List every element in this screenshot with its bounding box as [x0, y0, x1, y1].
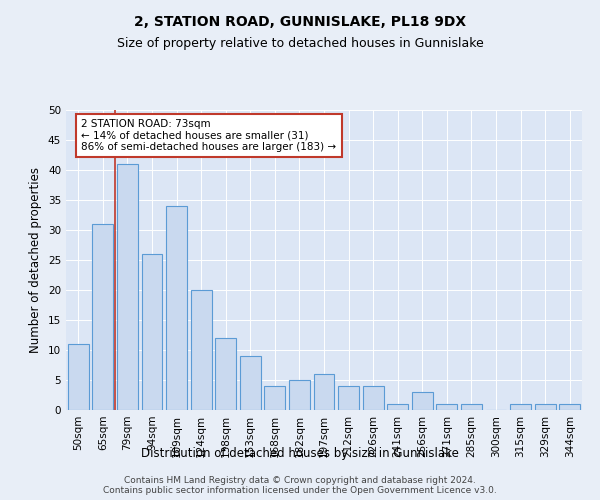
Bar	[510, 404, 531, 410]
Bar	[289, 380, 310, 410]
Bar	[215, 338, 236, 410]
Text: 2 STATION ROAD: 73sqm
← 14% of detached houses are smaller (31)
86% of semi-deta: 2 STATION ROAD: 73sqm ← 14% of detached …	[82, 119, 337, 152]
Bar	[387, 404, 408, 410]
Text: 2, STATION ROAD, GUNNISLAKE, PL18 9DX: 2, STATION ROAD, GUNNISLAKE, PL18 9DX	[134, 15, 466, 29]
Bar	[436, 404, 457, 410]
Bar	[117, 164, 138, 410]
Bar	[314, 374, 334, 410]
Bar	[535, 404, 556, 410]
Bar	[559, 404, 580, 410]
Bar	[461, 404, 482, 410]
Bar	[142, 254, 163, 410]
Bar	[68, 344, 89, 410]
Bar	[338, 386, 359, 410]
Bar	[362, 386, 383, 410]
Text: Contains HM Land Registry data © Crown copyright and database right 2024.
Contai: Contains HM Land Registry data © Crown c…	[103, 476, 497, 495]
Bar	[265, 386, 286, 410]
Bar	[92, 224, 113, 410]
Bar	[412, 392, 433, 410]
Text: Distribution of detached houses by size in Gunnislake: Distribution of detached houses by size …	[141, 448, 459, 460]
Bar	[191, 290, 212, 410]
Text: Size of property relative to detached houses in Gunnislake: Size of property relative to detached ho…	[116, 38, 484, 51]
Bar	[166, 206, 187, 410]
Bar	[240, 356, 261, 410]
Y-axis label: Number of detached properties: Number of detached properties	[29, 167, 43, 353]
